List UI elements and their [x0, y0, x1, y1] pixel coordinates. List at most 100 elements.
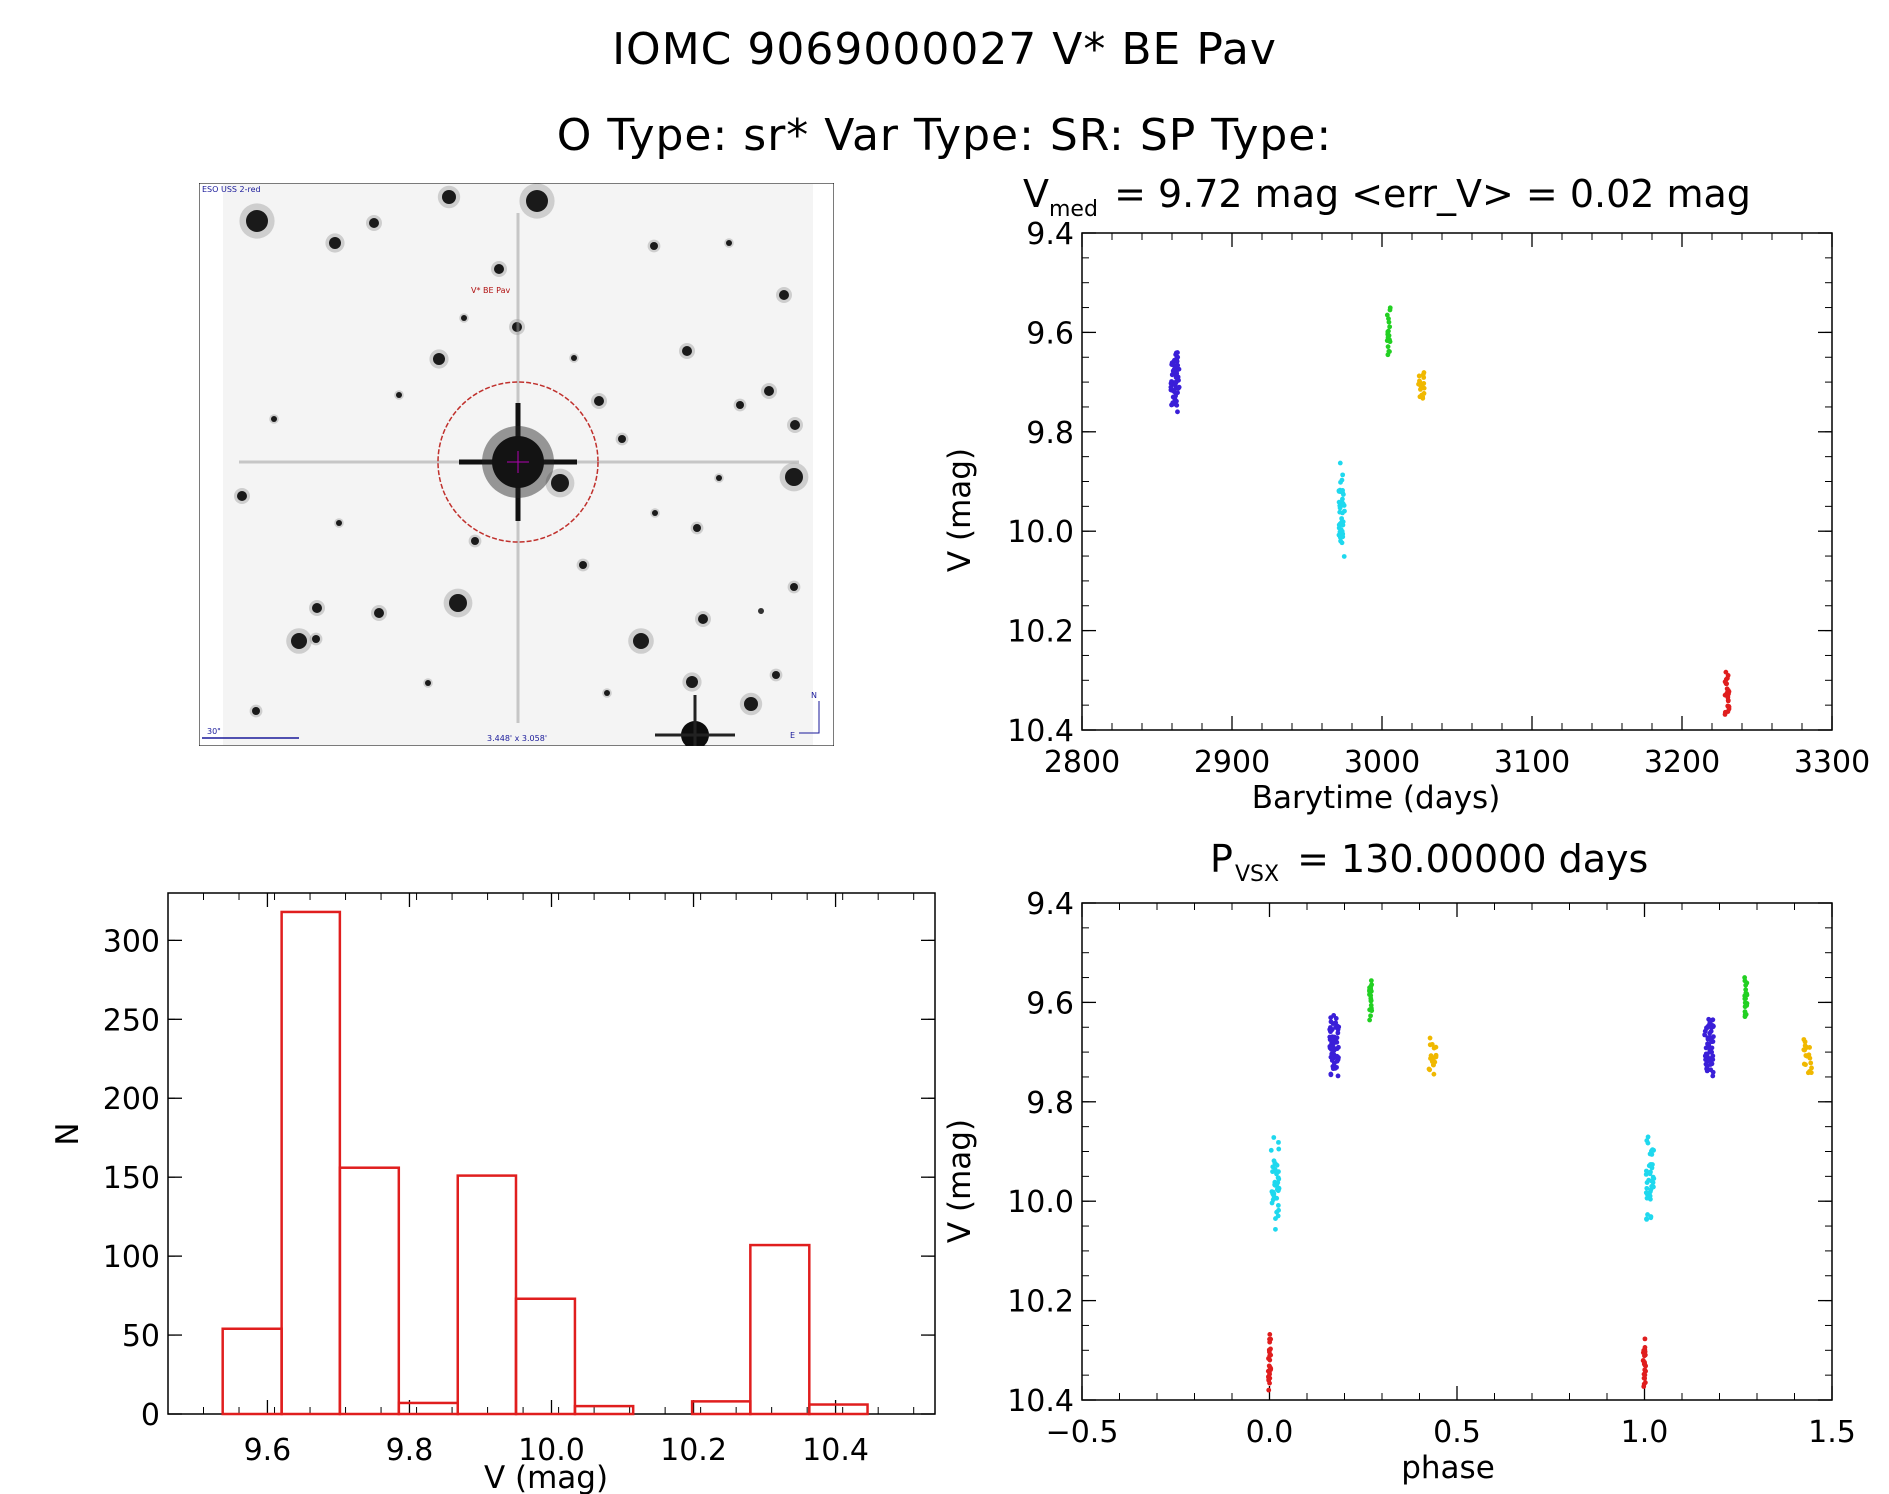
y-tick-label: 100 [103, 1240, 160, 1275]
data-point [1645, 1212, 1650, 1217]
finder-star [790, 420, 800, 430]
data-point [1273, 1226, 1278, 1232]
data-point [1274, 1162, 1280, 1168]
data-point [1270, 1164, 1276, 1170]
data-point [1266, 1369, 1272, 1375]
x-tick-label: 9.8 [386, 1433, 434, 1468]
data-point [1276, 1187, 1281, 1193]
x-tick-label: 10.4 [802, 1433, 869, 1468]
x-tick-label: 0.0 [1246, 1415, 1294, 1450]
histogram-bar [808, 1403, 869, 1416]
data-point [1702, 1032, 1708, 1038]
x-tick-label: 3200 [1644, 745, 1720, 780]
data-point [1266, 1387, 1272, 1393]
finder-star [785, 468, 803, 486]
data-point [1328, 1072, 1334, 1078]
x-tick-label: 0.5 [1433, 1415, 1481, 1450]
data-point [1368, 998, 1374, 1003]
data-point [1338, 479, 1343, 485]
data-point [1333, 1016, 1339, 1021]
finder-star [764, 386, 774, 396]
data-point [1271, 1194, 1277, 1200]
phased-ylabel: V (mag) [942, 1119, 978, 1243]
data-point [1174, 358, 1179, 364]
y-tick-label: 10.2 [1007, 615, 1074, 650]
data-point [1273, 1216, 1278, 1221]
lightcurve-title-main: V [1023, 172, 1049, 216]
data-point [1276, 1139, 1281, 1145]
finder-star [604, 690, 610, 696]
data-point [1385, 344, 1391, 350]
x-tick-label: 10.2 [660, 1433, 727, 1468]
y-tick-label: 10.4 [1007, 714, 1074, 749]
data-point [1419, 383, 1425, 389]
lightcurve-points [1168, 305, 1732, 717]
data-point [1742, 975, 1748, 980]
x-tick-label: 3300 [1794, 745, 1870, 780]
data-point [1642, 1367, 1648, 1373]
data-point [1275, 1180, 1281, 1185]
x-tick-label: 10.0 [518, 1433, 585, 1468]
y-tick-label: 9.8 [1026, 416, 1074, 451]
y-tick-label: 0 [141, 1398, 160, 1433]
data-point [1384, 338, 1390, 344]
data-point [1386, 333, 1392, 338]
data-point [1268, 1352, 1274, 1358]
data-point [1643, 1190, 1649, 1196]
data-point [1387, 305, 1393, 311]
data-point [1335, 1073, 1341, 1079]
data-point [1707, 1030, 1713, 1036]
finder-star [726, 240, 732, 246]
data-point [1705, 1041, 1710, 1047]
data-point [1271, 1135, 1277, 1140]
histogram-bar [573, 1404, 635, 1416]
histogram-bars [221, 910, 869, 1416]
finder-star [571, 355, 577, 361]
data-point [1339, 522, 1345, 528]
data-point [1270, 1169, 1275, 1175]
page-title: IOMC 9069000027 V* BE Pav [612, 24, 1277, 75]
data-point [1417, 378, 1422, 384]
histogram-bar [514, 1297, 577, 1416]
y-tick-label: 9.4 [1026, 887, 1074, 922]
finder-star [312, 635, 320, 643]
data-point [1340, 472, 1346, 478]
data-point [1702, 1028, 1708, 1034]
data-point [1648, 1215, 1654, 1221]
data-point [1643, 1171, 1649, 1177]
x-tick-label: 3000 [1344, 745, 1420, 780]
histogram-bar [338, 1166, 401, 1416]
finder-star [329, 237, 341, 249]
histogram-panel: 9.6 9.8 10.0 10.2 10.4 0 50 100 150 200 250 300 V (… [50, 892, 936, 1494]
data-point [1173, 393, 1179, 399]
finder-star [686, 676, 698, 688]
finder-star [237, 491, 247, 501]
data-point [1742, 996, 1748, 1002]
data-point [1176, 384, 1182, 390]
data-point [1418, 387, 1423, 392]
data-point [1801, 1047, 1807, 1053]
data-point [1169, 379, 1174, 384]
finder-star [633, 633, 649, 649]
data-point [1431, 1045, 1437, 1051]
north-label: N [811, 691, 817, 700]
page-subtitle: O Type: sr* Var Type: SR: SP Type: [556, 110, 1333, 161]
data-point [1704, 1064, 1710, 1070]
data-point [1644, 1216, 1650, 1222]
data-point [1385, 352, 1391, 358]
fov-label: 3.448' x 3.058' [487, 734, 547, 743]
data-point [1427, 1067, 1433, 1073]
data-point [1332, 1034, 1337, 1040]
target-circle [437, 381, 599, 543]
data-point [1808, 1060, 1814, 1066]
data-point [1642, 1353, 1647, 1359]
data-point [1368, 1002, 1374, 1008]
y-tick-label: 9.6 [1026, 986, 1074, 1021]
data-point [1704, 1053, 1710, 1058]
y-tick-label: 9.8 [1026, 1086, 1074, 1121]
data-point [1709, 1038, 1714, 1044]
phased-title-rest: = 130.00000 days [1285, 837, 1648, 881]
data-point [1642, 1361, 1648, 1367]
finder-star [551, 474, 569, 492]
